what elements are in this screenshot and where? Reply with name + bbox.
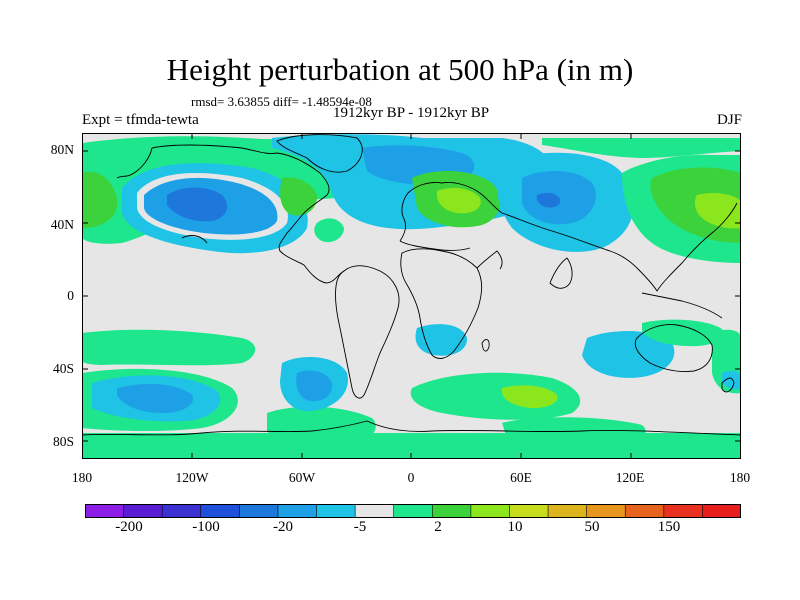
contour-region: [280, 177, 318, 216]
stats-line: rmsd= 3.63855 diff= -1.48594e-08: [191, 94, 372, 109]
colorbar-label: -5: [353, 519, 367, 535]
coastline: [407, 182, 738, 292]
contour-region: [502, 417, 646, 451]
coastline: [721, 377, 735, 393]
colorbar-cell: [509, 504, 549, 518]
coastline: [399, 240, 471, 251]
period-label: 1912kyr BP - 1912kyr BP: [332, 105, 490, 121]
colorbar-cell: [161, 504, 202, 518]
contour-region: [437, 187, 481, 214]
colorbar-label: 10: [507, 519, 523, 535]
contour-region: [415, 324, 468, 356]
season-label: DJF: [716, 112, 742, 128]
colorbar-cell: [470, 504, 511, 518]
contour-region: [542, 138, 741, 158]
colorbar-cell: [663, 504, 704, 518]
coastline: [151, 144, 345, 284]
contour-region: [82, 171, 118, 228]
color-bar: [85, 504, 741, 518]
coastline: [116, 147, 153, 179]
y-tick-label: 80S: [52, 434, 74, 449]
colorbar-cell: [200, 504, 241, 518]
x-tick-label: 180: [71, 470, 93, 485]
colorbar-cell: [586, 504, 627, 518]
coastline: [476, 250, 503, 270]
coastline: [641, 292, 723, 319]
y-tick-label: 40N: [50, 217, 74, 232]
colorbar-label: 150: [657, 519, 681, 535]
coastline: [181, 235, 208, 244]
colorbar-cell: [547, 504, 588, 518]
colorbar-cell: [354, 504, 395, 518]
y-tick-label: 40S: [52, 361, 74, 376]
contour-region: [82, 329, 256, 366]
contour-region: [117, 383, 193, 413]
x-tick-label: 120E: [615, 470, 645, 485]
colorbar-cell: [316, 504, 356, 518]
coastline: [400, 248, 483, 359]
coastline: [82, 420, 741, 436]
x-tick-label: 0: [407, 470, 415, 485]
contour-region: [410, 372, 581, 420]
y-tick-label: 0: [67, 288, 74, 303]
colorbar-cell: [624, 504, 665, 518]
contour-region: [296, 370, 333, 402]
x-tick-label: 60E: [510, 470, 532, 485]
x-tick-label: 120W: [175, 470, 209, 485]
colorbar-label: -200: [115, 519, 143, 535]
contour-region: [314, 218, 344, 243]
contour-map: [82, 133, 741, 459]
colorbar-cell: [702, 504, 741, 518]
experiment-label: Expt = tfmda-tewta: [82, 112, 199, 128]
contour-region: [501, 385, 558, 409]
coastline: [335, 265, 400, 399]
colorbar-cell: [85, 504, 125, 518]
tick-marks: [82, 133, 741, 459]
colorbar-cell: [239, 504, 279, 518]
contour-region: [722, 370, 741, 390]
colorbar-label: -100: [192, 519, 220, 535]
coastline: [634, 324, 713, 372]
coastlines: [82, 134, 741, 436]
colorbar-cell: [277, 504, 318, 518]
colorbar-label: 50: [584, 519, 600, 535]
y-tick-label: 80N: [50, 142, 74, 157]
coastline: [549, 257, 573, 289]
colorbar-label: 2: [434, 519, 442, 535]
contour-region: [694, 193, 741, 229]
colorbar-cell: [123, 504, 163, 518]
colorbar-label: -20: [273, 519, 293, 535]
coastline: [276, 134, 363, 173]
colorbar-cell: [393, 504, 434, 518]
contour-region: [582, 331, 675, 378]
coastline: [481, 339, 490, 352]
x-tick-label: 180: [729, 470, 751, 485]
coastline: [399, 192, 409, 242]
contour-region: [167, 187, 228, 222]
map-title: Height perturbation at 500 hPa (in m): [166, 52, 634, 87]
x-tick-label: 60W: [288, 470, 316, 485]
contour-region: [536, 192, 561, 208]
colorbar-cell: [431, 504, 472, 518]
contour-region: [642, 319, 724, 347]
